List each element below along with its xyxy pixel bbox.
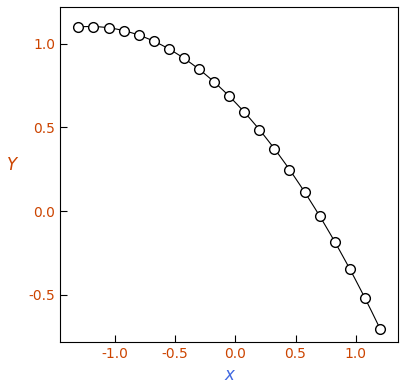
Y-axis label: Y: Y <box>7 156 17 174</box>
X-axis label: x: x <box>224 366 234 384</box>
